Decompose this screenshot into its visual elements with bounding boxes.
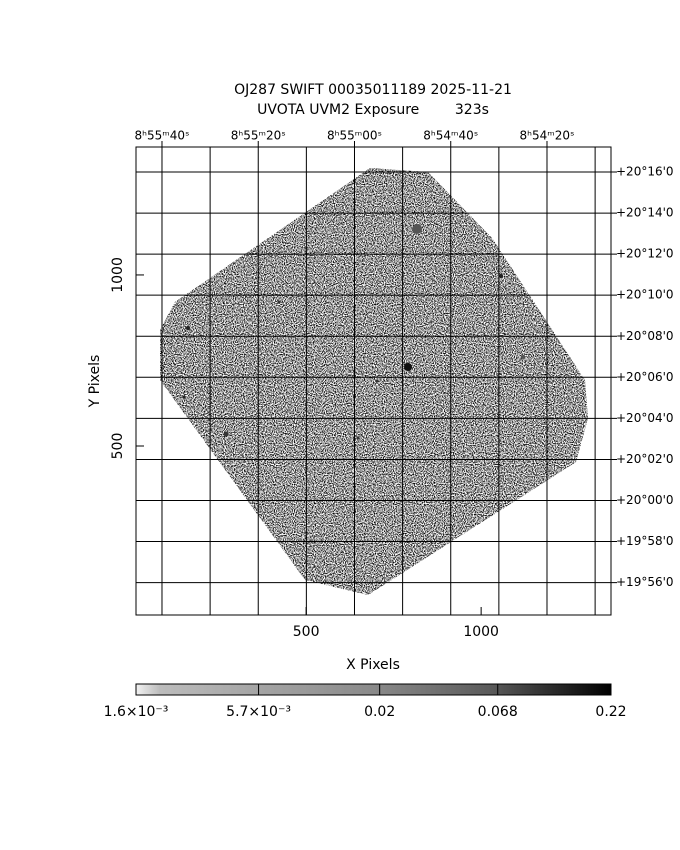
y-axis-label: Y Pixels (87, 355, 103, 409)
plot-frame (135, 146, 612, 616)
exposure-image (160, 168, 588, 595)
ra-tick-label: 8ʰ54ᵐ20ˢ (520, 129, 575, 143)
colorbar-tick-label: 5.7×10⁻³ (226, 704, 291, 720)
dec-tick-label: +20°04'0 (616, 411, 674, 425)
x-tick-label: 1000 (463, 624, 499, 640)
dec-tick-label: +20°12'0 (616, 247, 674, 261)
dec-tick-label: +20°02'0 (616, 452, 674, 466)
colorbar-tick-label: 1.6×10⁻³ (104, 704, 169, 720)
subtitle: UVOTA UVM2 Exposure 323s (257, 102, 489, 118)
dec-tick-label: +20°16'0 (616, 165, 674, 179)
title: OJ287 SWIFT 00035011189 2025-11-21 (234, 82, 512, 98)
colorbar-tick-label: 0.22 (595, 704, 626, 720)
dec-tick-label: +20°14'0 (616, 206, 674, 220)
dec-tick-label: +20°06'0 (616, 370, 674, 384)
y-tick-label: 500 (110, 433, 126, 460)
ra-tick-label: 8ʰ55ᵐ40ˢ (134, 129, 189, 143)
x-tick-label: 500 (293, 624, 320, 640)
dec-tick-label: +20°10'0 (616, 288, 674, 302)
colorbar-tick-label: 0.02 (364, 704, 395, 720)
dec-tick-label: +19°56'0 (616, 575, 674, 589)
y-tick-label: 1000 (110, 257, 126, 293)
ra-tick-label: 8ʰ55ᵐ00ˢ (327, 129, 382, 143)
ra-tick-label: 8ʰ55ᵐ20ˢ (231, 129, 286, 143)
x-axis-label: X Pixels (346, 657, 400, 673)
colorbar (135, 683, 612, 696)
dec-tick-label: +19°58'0 (616, 534, 674, 548)
dec-tick-label: +20°08'0 (616, 329, 674, 343)
dec-tick-label: +20°00'0 (616, 493, 674, 507)
ra-tick-label: 8ʰ54ᵐ40ˢ (423, 129, 478, 143)
colorbar-tick-label: 0.068 (478, 704, 518, 720)
